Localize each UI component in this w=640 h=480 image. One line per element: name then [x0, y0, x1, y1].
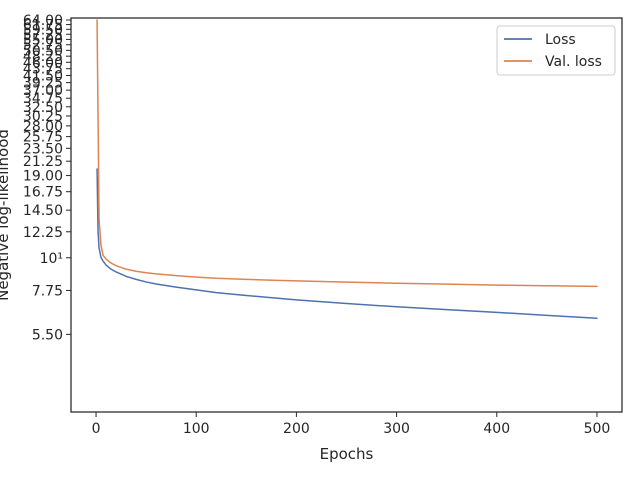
y-tick-label: 21.25 [23, 154, 63, 170]
x-tick-label: 0 [92, 421, 101, 437]
x-tick-label: 200 [283, 421, 310, 437]
y-tick-label: 5.50 [32, 327, 63, 343]
y-tick-label: 64.00 [23, 13, 63, 29]
y-tick-label: 59.50 [23, 22, 63, 38]
legend-label: Loss [545, 32, 576, 48]
y-tick-label: 43.75 [23, 62, 63, 78]
y-tick-label: 37.00 [23, 83, 63, 99]
y-tick-label: 19.00 [23, 169, 63, 185]
y-tick-label: 10¹ [40, 251, 63, 267]
y-tick-label: 50.50 [23, 43, 63, 59]
y-tick-label: 14.50 [23, 203, 63, 219]
y-tick-label: 41.50 [23, 68, 63, 84]
y-tick-label: 61.75 [23, 18, 63, 34]
x-tick-label: 500 [584, 421, 611, 437]
series-line-loss [96, 168, 598, 319]
y-tick-label: 46.00 [23, 55, 63, 71]
y-tick-label: 55.00 [23, 32, 63, 48]
legend: Loss Val. loss [496, 25, 616, 76]
series-layer [96, 19, 598, 319]
axes-frame [70, 17, 623, 413]
x-tick-label: 100 [183, 421, 210, 437]
y-tick-label: 34.75 [23, 91, 63, 107]
y-tick-label: 16.75 [23, 185, 63, 201]
y-axis-label: Negative log-likelihood [0, 129, 12, 301]
y-axis: 5.50 7.75 10¹ 12.25 14.50 16.7519.0021.2523.5… [23, 13, 71, 343]
x-tick-label: 300 [383, 421, 410, 437]
y-tick-label: 28.00 [23, 119, 63, 135]
y-tick-label: 48.25 [23, 49, 63, 65]
x-tick-label: 400 [483, 421, 510, 437]
x-axis-label: Epochs [320, 445, 374, 463]
y-tick-label: 30.25 [23, 109, 63, 125]
y-tick-label: 25.75 [23, 130, 63, 146]
y-tick-label: 39.25 [23, 76, 63, 92]
y-tick-label: 32.50 [23, 100, 63, 116]
y-tick-label: 23.50 [23, 141, 63, 157]
y-tick-label: 52.75 [23, 38, 63, 54]
y-tick-label: 57.25 [23, 27, 63, 43]
y-tick-label: 7.75 [32, 283, 63, 299]
legend-label: Val. loss [545, 54, 602, 70]
x-axis: 0 100 200 300 400 500 [92, 412, 611, 437]
y-tick-label: 12.25 [23, 225, 63, 241]
series-line-val-loss [96, 19, 598, 288]
